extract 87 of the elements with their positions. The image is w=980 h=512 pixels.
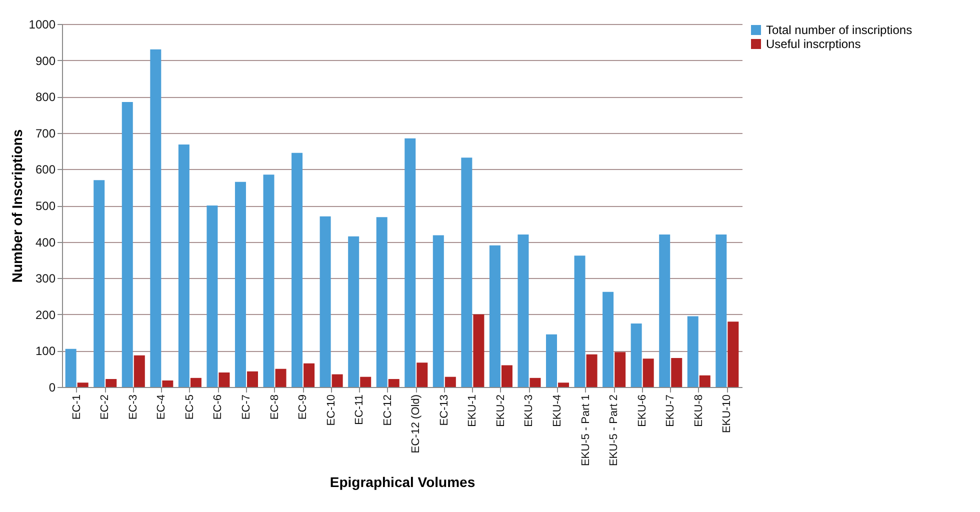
x-tick-label: EC-4 [156, 394, 168, 420]
bar [432, 235, 444, 387]
x-tick-label: EKU-7 [664, 394, 677, 427]
x-tick-label: EC-2 [99, 394, 112, 420]
y-tick-label: 800 [35, 90, 56, 104]
x-tick-label: EKU-6 [636, 394, 648, 427]
bar [416, 362, 428, 387]
y-axis-title: Number of Inscriptions [8, 129, 25, 283]
bar [275, 368, 286, 387]
y-tick-label: 200 [35, 308, 56, 322]
bar [234, 182, 246, 387]
bar [574, 256, 586, 387]
bar [489, 245, 500, 387]
bar [602, 292, 614, 387]
bar [77, 382, 88, 387]
x-tick-label: EKU-2 [494, 394, 507, 427]
y-tick-label: 900 [35, 54, 56, 68]
x-tick-label: EC-3 [127, 394, 140, 420]
bar [642, 358, 654, 387]
x-tick-label: EC-13 [438, 394, 450, 426]
bar [501, 365, 512, 387]
bar [614, 352, 626, 387]
y-tick-label: 600 [35, 162, 56, 177]
x-tick-label: EKU-5 - Part 1 [580, 394, 592, 466]
bar [473, 314, 484, 387]
y-tick-label: 400 [35, 235, 56, 250]
bar [461, 158, 472, 387]
bar [376, 217, 388, 387]
bar [162, 380, 174, 387]
bar [388, 379, 400, 387]
bar [206, 206, 218, 387]
bar [134, 355, 145, 387]
bar [320, 216, 331, 387]
x-tick-label: EC-11 [354, 394, 366, 425]
x-tick-label: EC-8 [268, 394, 281, 420]
bar [687, 316, 698, 387]
x-tick-label: EC-10 [325, 394, 338, 426]
bar [94, 180, 105, 387]
bar [699, 375, 710, 387]
bar [530, 378, 541, 387]
x-tick-label: EKU-4 [552, 394, 564, 427]
x-tick-label: EC-12 (Old) [410, 394, 422, 454]
bar [292, 152, 303, 387]
bar [150, 49, 162, 387]
bar [360, 376, 372, 387]
x-tick-label: EKU-1 [466, 394, 479, 427]
bar [671, 358, 682, 387]
bar [518, 234, 529, 387]
bar [348, 236, 360, 387]
legend-label: Useful inscrptions [766, 37, 861, 51]
x-tick-label: EC-1 [70, 394, 83, 420]
bar [304, 363, 315, 387]
x-tick-label: EC-6 [212, 394, 224, 420]
x-tick-label: EC-7 [240, 394, 252, 420]
bar [716, 234, 727, 387]
x-tick-label: EKU-10 [721, 394, 734, 434]
bar [247, 371, 258, 387]
bar [178, 144, 190, 387]
bar [444, 376, 456, 387]
bar [106, 379, 117, 387]
x-tick-label: EC-12 [382, 394, 394, 426]
x-axis-title: Epigraphical Volumes [330, 474, 476, 490]
legend-label: Total number of inscriptions [766, 23, 912, 37]
y-tick-label: 0 [48, 380, 56, 394]
bar [558, 382, 570, 387]
bar [190, 378, 202, 387]
y-tick-label: 100 [35, 344, 56, 358]
x-tick-label: EC-9 [297, 394, 310, 420]
x-tick-label: EKU-3 [523, 394, 536, 427]
bar [65, 348, 76, 387]
y-tick-label: 1000 [28, 18, 56, 32]
x-tick-label: EKU-5 - Part 2 [608, 394, 620, 466]
y-tick-label: 500 [35, 199, 56, 213]
bar [546, 334, 557, 387]
bar [218, 372, 230, 387]
bar [122, 102, 133, 387]
bar [659, 234, 670, 387]
bar [263, 174, 274, 387]
bar [630, 323, 642, 387]
y-tick-label: 300 [35, 272, 56, 286]
bar [728, 322, 739, 387]
bar [332, 374, 343, 387]
bar [586, 354, 598, 387]
y-tick-label: 700 [35, 126, 56, 140]
x-tick-label: EC-5 [184, 394, 196, 420]
bar [404, 138, 416, 387]
x-tick-label: EKU-8 [692, 394, 705, 427]
